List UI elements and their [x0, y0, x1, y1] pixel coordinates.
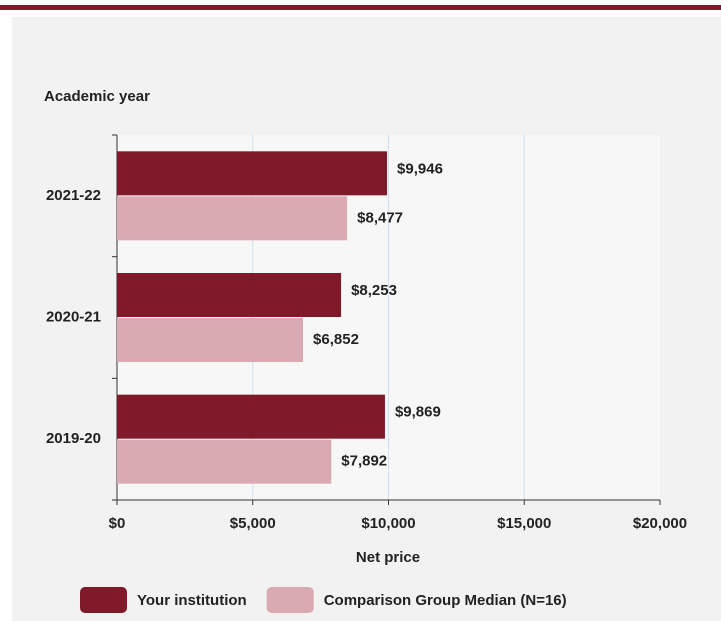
value-label: $8,477 — [357, 209, 403, 226]
y-tick-label: 2020-21 — [46, 308, 101, 325]
bar — [117, 273, 342, 317]
legend-swatch — [80, 587, 127, 613]
legend-label: Your institution — [137, 592, 247, 609]
value-label: $9,946 — [397, 160, 443, 177]
y-axis-label: Academic year — [44, 88, 150, 105]
bar — [117, 394, 385, 439]
bar — [117, 318, 304, 362]
top-rule — [0, 5, 721, 10]
x-tick-label: $0 — [109, 515, 126, 532]
x-tick-label: $10,000 — [361, 515, 415, 532]
legend-swatch — [266, 587, 314, 613]
bar — [117, 151, 388, 196]
x-tick-label: $5,000 — [230, 515, 276, 532]
value-label: $7,892 — [341, 453, 387, 470]
x-axis-label: Net price — [356, 549, 420, 566]
x-tick-label: $15,000 — [497, 515, 551, 532]
bar — [117, 439, 332, 484]
value-label: $9,869 — [395, 404, 441, 421]
bar — [117, 196, 348, 241]
value-label: $8,253 — [351, 282, 397, 299]
y-tick-label: 2021-22 — [46, 187, 101, 204]
value-label: $6,852 — [313, 331, 359, 348]
y-tick-label: 2019-20 — [46, 430, 101, 447]
legend-label: Comparison Group Median (N=16) — [324, 592, 567, 609]
x-tick-label: $20,000 — [633, 515, 687, 532]
